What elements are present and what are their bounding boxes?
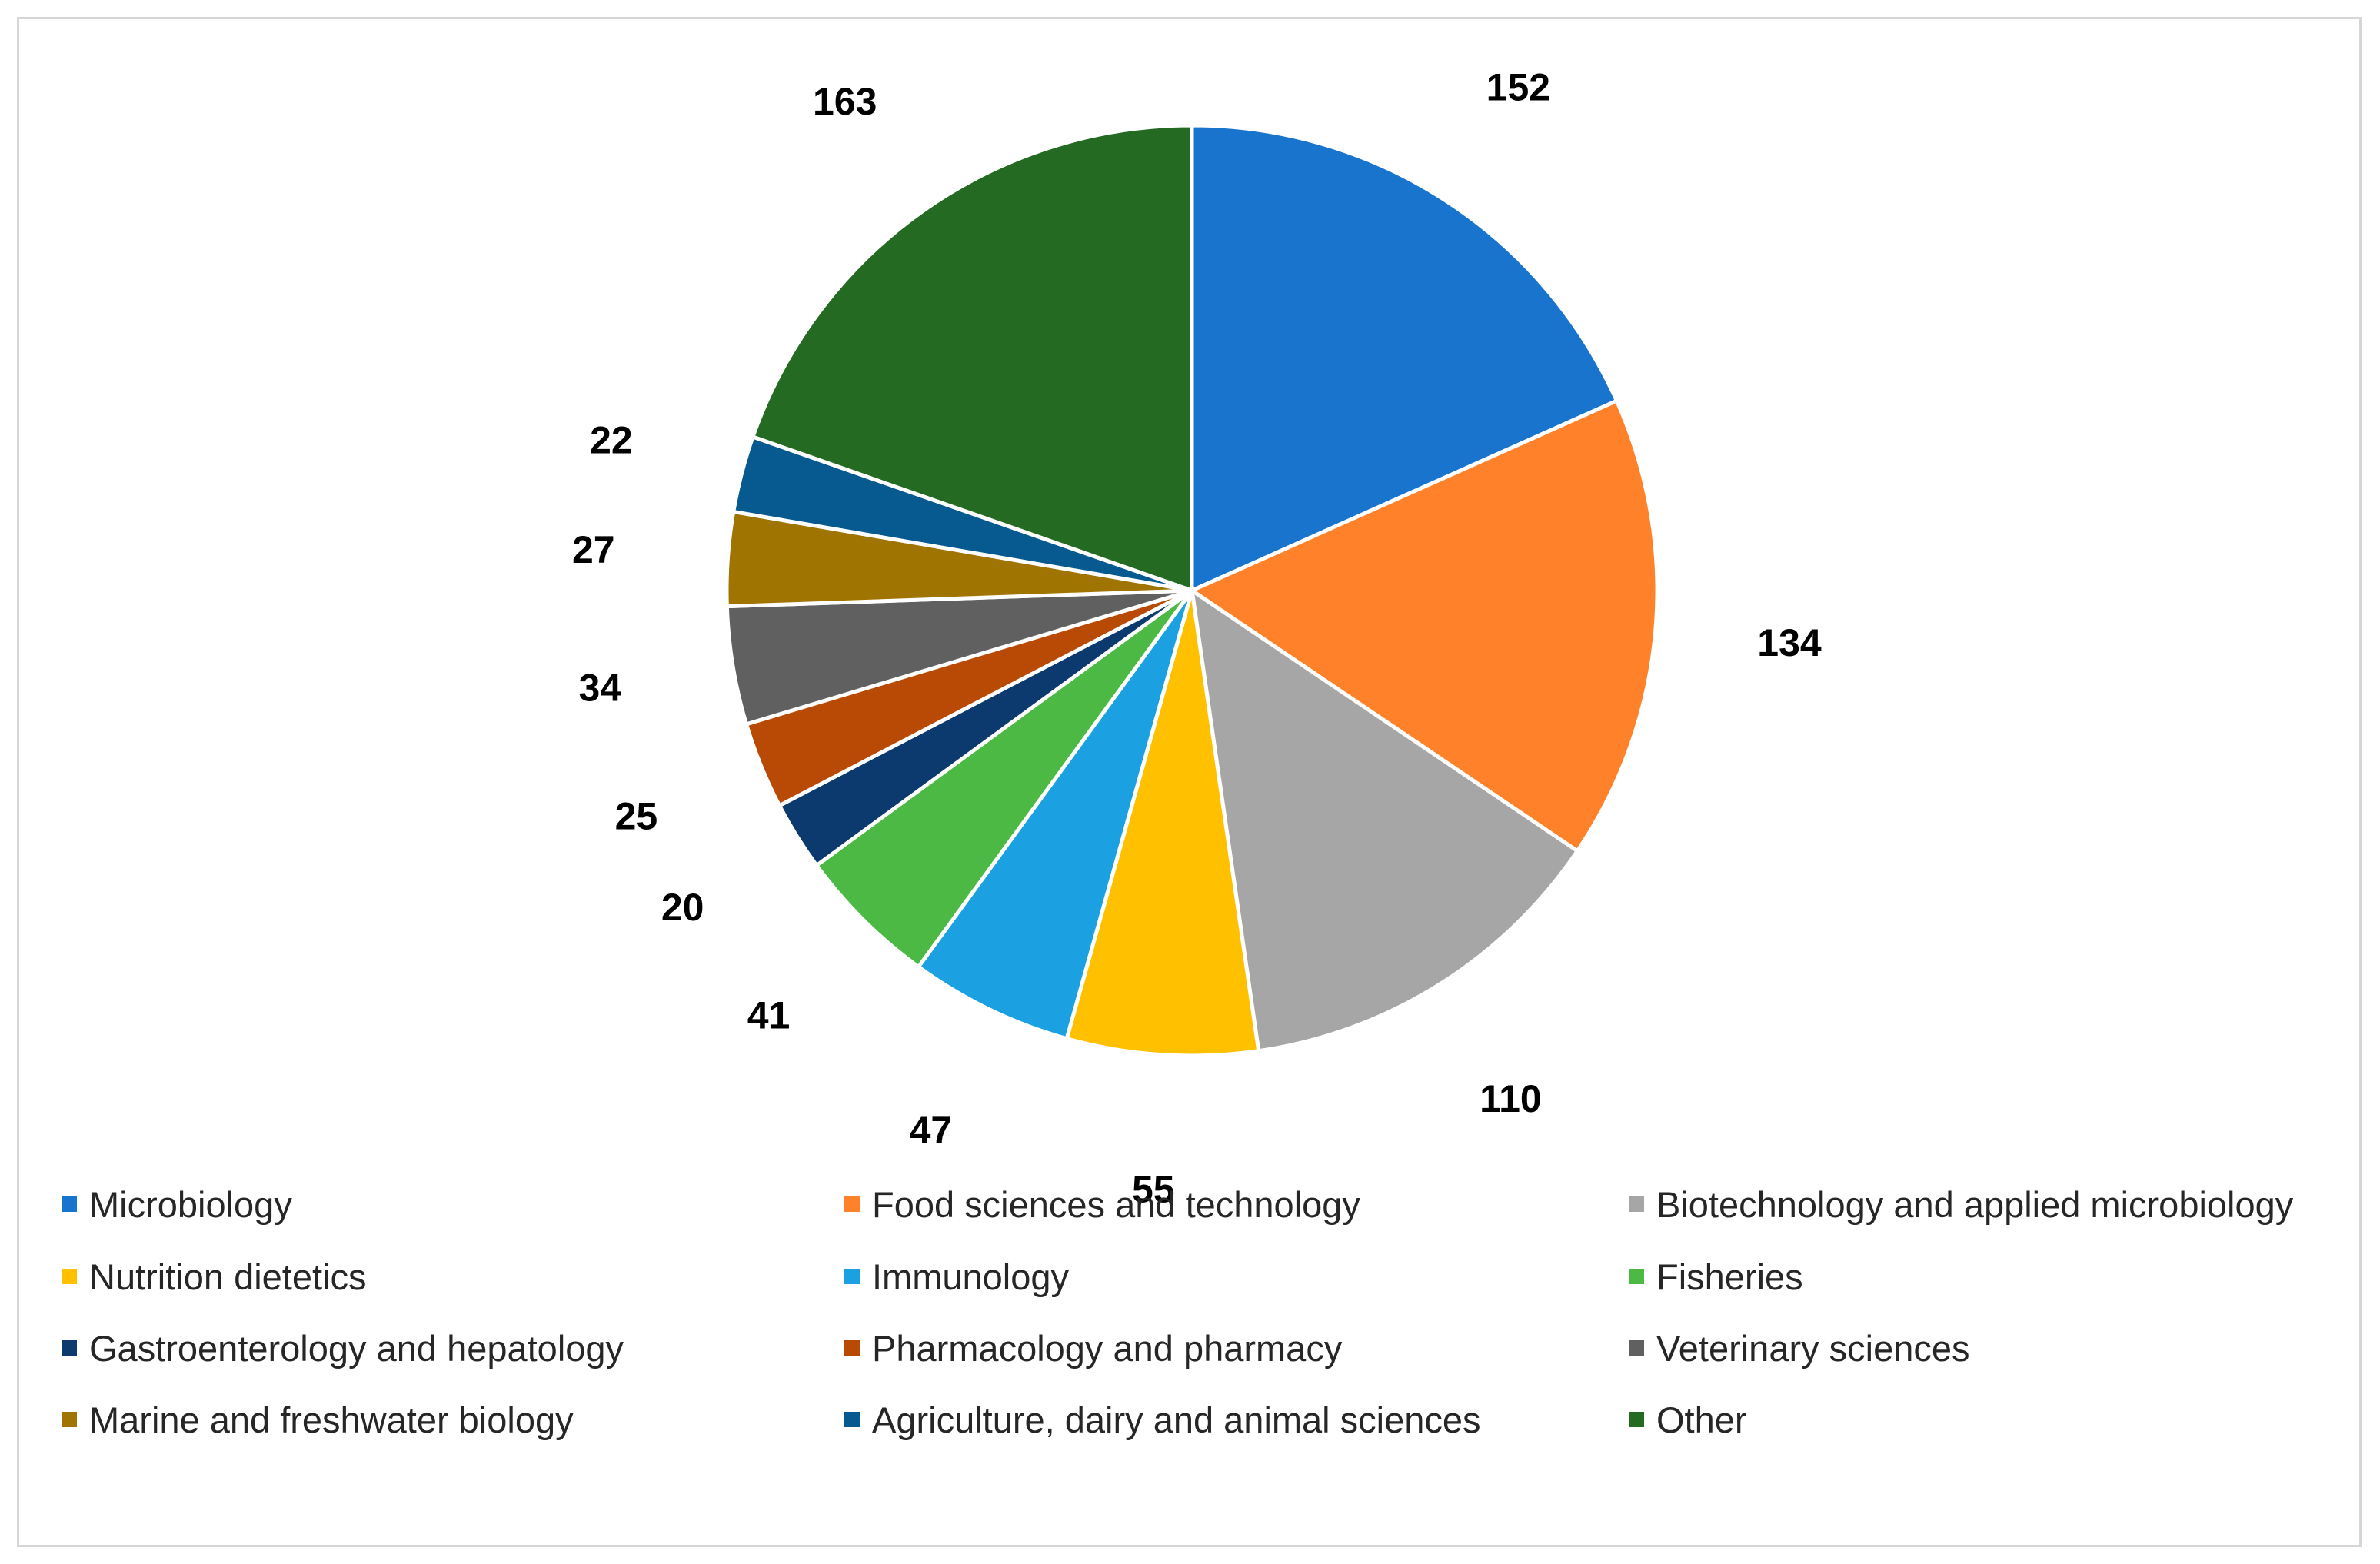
pie-data-labels: 152 134 110 55 47 41 20 25 34 27 22 163 — [572, 66, 1822, 1211]
pie-slice — [916, 588, 1194, 1041]
pie-slice — [1190, 398, 1659, 854]
pie-data-label: 110 — [1480, 1077, 1542, 1120]
pie-data-label: 41 — [747, 994, 791, 1037]
pie-data-label: 34 — [578, 666, 621, 709]
pie-data-label: 163 — [813, 80, 877, 123]
pie-slice — [814, 588, 1194, 969]
pie-data-label: 27 — [572, 528, 615, 571]
pie-data-label: 25 — [615, 795, 658, 838]
pie-slice — [751, 123, 1194, 593]
pie-data-label: 152 — [1486, 66, 1550, 109]
pie-data-label: 134 — [1757, 621, 1822, 664]
pie-data-label: 47 — [910, 1109, 953, 1152]
pie-slices — [724, 123, 1659, 1058]
pie-slice — [1190, 588, 1579, 1053]
pie-data-label: 22 — [590, 418, 633, 461]
pie-data-label: 55 — [1132, 1167, 1175, 1210]
pie-slice — [1064, 588, 1261, 1058]
pie-slice — [1190, 123, 1619, 593]
pie-data-label: 20 — [661, 886, 704, 929]
